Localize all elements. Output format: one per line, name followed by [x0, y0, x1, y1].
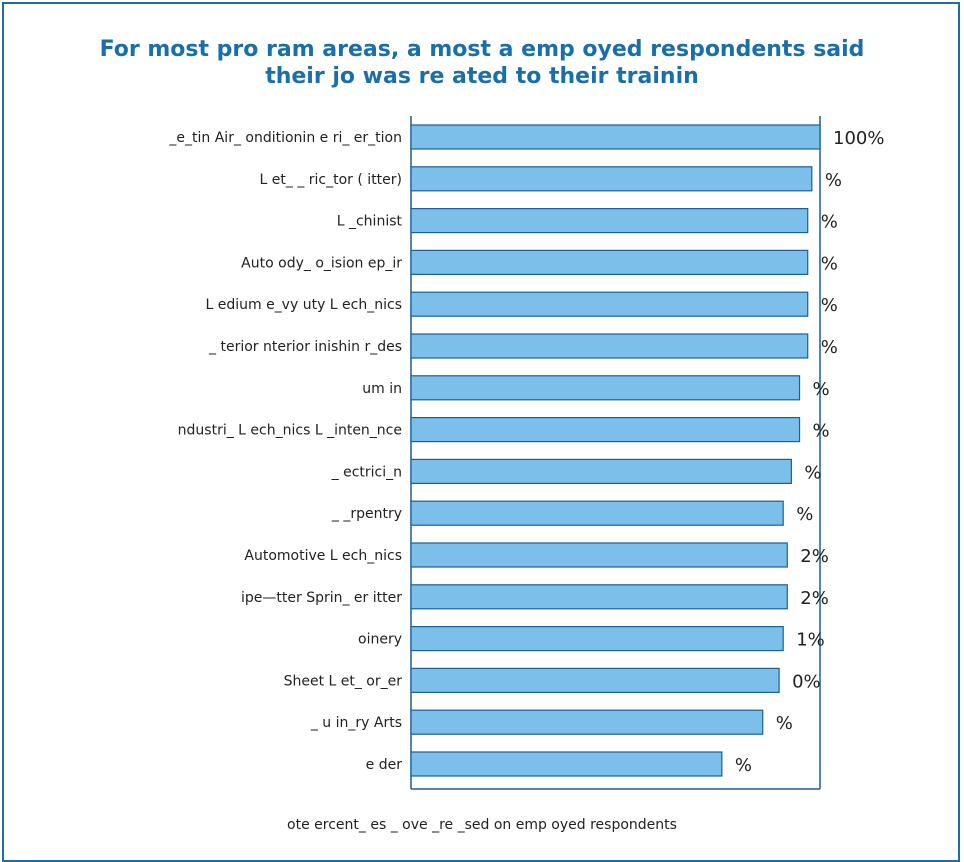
- value-label: 100%: [833, 128, 884, 149]
- value-label: %: [776, 713, 793, 734]
- value-label: 1%: [796, 630, 825, 651]
- category-label: L edium e_vy uty L ech_nics: [205, 297, 402, 313]
- chart-title-line-2: their jo was re ated to their trainin: [265, 64, 699, 89]
- bar: [410, 291, 809, 317]
- category-label: um in: [362, 381, 402, 397]
- bar: [410, 542, 788, 568]
- value-label: 0%: [792, 671, 821, 692]
- bar: [410, 625, 784, 652]
- category-label: Sheet L et_ or_er: [284, 673, 403, 689]
- value-label: %: [735, 755, 752, 776]
- value-label: %: [821, 212, 838, 233]
- bar: [410, 375, 801, 401]
- category-label: _e_tin Air_ onditionin e ri_ er_tion: [168, 130, 402, 146]
- category-label: L _chinist: [337, 214, 403, 230]
- bar: [410, 249, 809, 275]
- bar: [410, 208, 809, 234]
- category-label: ipe—tter Sprin_ er itter: [241, 590, 402, 606]
- category-label: Auto ody_ o_ision ep_ir: [241, 255, 402, 271]
- bar: [410, 500, 784, 526]
- category-label: _ terior nterior inishin r_des: [208, 339, 402, 355]
- bar: [410, 584, 788, 610]
- category-label: ndustri_ L ech_nics L _inten_nce: [178, 423, 402, 439]
- category-label: oinery: [358, 632, 402, 648]
- value-label: %: [821, 337, 838, 358]
- value-label: %: [804, 462, 821, 483]
- chart-title: For most pro ram areas, a most a emp oye…: [0, 36, 964, 90]
- category-label: _ _rpentry: [331, 506, 402, 522]
- category-label: _ ectrici_n: [331, 464, 402, 480]
- category-label: L et_ _ ric_tor ( itter): [260, 172, 402, 188]
- bar: [410, 751, 723, 777]
- category-label: Automotive L ech_nics: [244, 548, 402, 564]
- category-label: _ u in_ry Arts: [310, 715, 402, 731]
- value-label: 2%: [800, 588, 829, 609]
- footnote: ote ercent_ es _ ove _re _sed on emp oye…: [287, 817, 677, 833]
- bar: [410, 709, 764, 735]
- bar: [410, 417, 801, 443]
- bar: [410, 333, 809, 359]
- value-label: 2%: [800, 546, 829, 567]
- chart-title-line-1: For most pro ram areas, a most a emp oye…: [99, 37, 865, 62]
- bar: [410, 124, 821, 150]
- value-label: %: [813, 421, 830, 442]
- value-label: %: [813, 379, 830, 400]
- value-label: %: [821, 295, 838, 316]
- bar: [410, 458, 792, 484]
- value-label: %: [825, 170, 842, 191]
- value-label: %: [796, 504, 813, 525]
- bar: [410, 667, 780, 694]
- bar: [410, 166, 813, 192]
- value-label: %: [821, 253, 838, 274]
- category-label: e der: [366, 757, 403, 773]
